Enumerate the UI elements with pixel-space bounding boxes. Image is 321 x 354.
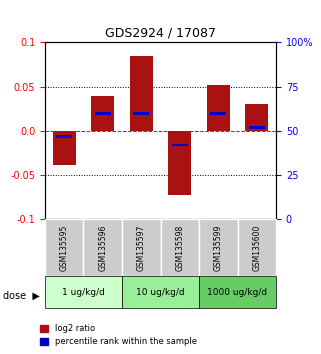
Bar xyxy=(245,104,268,131)
Bar xyxy=(130,56,153,131)
FancyBboxPatch shape xyxy=(45,276,122,308)
Title: GDS2924 / 17087: GDS2924 / 17087 xyxy=(105,27,216,40)
Text: GSM135597: GSM135597 xyxy=(137,224,146,271)
FancyBboxPatch shape xyxy=(122,219,160,276)
Text: GSM135599: GSM135599 xyxy=(214,224,223,271)
Bar xyxy=(56,135,72,138)
Bar xyxy=(133,112,149,115)
Text: GSM135596: GSM135596 xyxy=(98,224,107,271)
Bar xyxy=(95,112,111,115)
FancyBboxPatch shape xyxy=(45,219,83,276)
Text: GSM135595: GSM135595 xyxy=(60,224,69,271)
Bar xyxy=(207,85,230,131)
FancyBboxPatch shape xyxy=(160,219,199,276)
Bar xyxy=(210,112,226,115)
Text: GSM135600: GSM135600 xyxy=(252,224,261,271)
Bar xyxy=(168,131,191,195)
Bar xyxy=(91,96,114,131)
FancyBboxPatch shape xyxy=(199,276,276,308)
Bar xyxy=(249,126,265,129)
Text: dose  ▶: dose ▶ xyxy=(3,291,40,301)
Legend: log2 ratio, percentile rank within the sample: log2 ratio, percentile rank within the s… xyxy=(36,321,200,350)
Text: 1000 ug/kg/d: 1000 ug/kg/d xyxy=(207,287,268,297)
FancyBboxPatch shape xyxy=(199,219,238,276)
Text: 10 ug/kg/d: 10 ug/kg/d xyxy=(136,287,185,297)
Bar xyxy=(172,144,188,147)
Text: 1 ug/kg/d: 1 ug/kg/d xyxy=(62,287,105,297)
Text: GSM135598: GSM135598 xyxy=(175,225,184,271)
FancyBboxPatch shape xyxy=(122,276,199,308)
Bar xyxy=(53,131,76,165)
FancyBboxPatch shape xyxy=(238,219,276,276)
FancyBboxPatch shape xyxy=(83,219,122,276)
